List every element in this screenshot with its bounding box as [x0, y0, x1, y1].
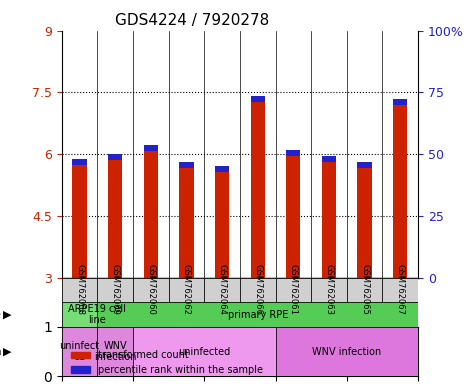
Text: ▶: ▶	[3, 347, 12, 357]
Text: GSM762066: GSM762066	[253, 275, 262, 330]
Bar	[286, 150, 300, 156]
FancyBboxPatch shape	[169, 278, 204, 327]
FancyBboxPatch shape	[133, 278, 169, 327]
FancyBboxPatch shape	[204, 278, 240, 327]
FancyBboxPatch shape	[276, 278, 311, 327]
FancyBboxPatch shape	[97, 302, 418, 327]
FancyBboxPatch shape	[382, 278, 418, 302]
Bar	[322, 156, 336, 278]
Bar	[357, 162, 371, 168]
Text: uninfect
ed: uninfect ed	[59, 341, 100, 362]
Legend: transformed count, percentile rank within the sample: transformed count, percentile rank withi…	[66, 346, 266, 379]
Text: GSM762068: GSM762068	[75, 265, 84, 315]
FancyBboxPatch shape	[240, 278, 276, 327]
Bar	[215, 166, 229, 278]
FancyBboxPatch shape	[62, 278, 97, 302]
Text: GSM762067: GSM762067	[396, 275, 405, 330]
FancyBboxPatch shape	[311, 278, 347, 302]
Bar	[180, 162, 194, 168]
FancyBboxPatch shape	[169, 278, 204, 302]
Text: GSM762062: GSM762062	[182, 275, 191, 329]
FancyBboxPatch shape	[347, 278, 382, 327]
Bar	[251, 96, 265, 278]
Text: ▶: ▶	[3, 310, 12, 319]
Text: GSM762067: GSM762067	[396, 265, 405, 315]
Text: GSM762060: GSM762060	[146, 265, 155, 315]
FancyBboxPatch shape	[311, 278, 347, 327]
Text: GSM762068: GSM762068	[75, 275, 84, 330]
Text: GSM762063: GSM762063	[324, 275, 333, 330]
Text: GSM762065: GSM762065	[360, 275, 369, 330]
Bar	[72, 159, 86, 165]
Bar	[72, 159, 86, 278]
Bar	[251, 96, 265, 102]
FancyBboxPatch shape	[133, 278, 169, 302]
FancyBboxPatch shape	[97, 278, 133, 302]
FancyBboxPatch shape	[133, 327, 276, 376]
FancyBboxPatch shape	[97, 278, 133, 327]
Bar	[143, 145, 158, 278]
Text: GSM762064: GSM762064	[218, 275, 227, 329]
Text: GSM762061: GSM762061	[289, 275, 298, 330]
Text: cell type: cell type	[0, 310, 1, 319]
Text: GSM762069: GSM762069	[111, 265, 120, 315]
Text: GSM762066: GSM762066	[253, 265, 262, 315]
Text: primary RPE: primary RPE	[228, 310, 288, 319]
Text: GSM762061: GSM762061	[289, 265, 298, 315]
Text: GSM762062: GSM762062	[182, 265, 191, 315]
FancyBboxPatch shape	[62, 278, 97, 327]
FancyBboxPatch shape	[240, 278, 276, 302]
FancyBboxPatch shape	[276, 327, 418, 376]
Text: GSM762065: GSM762065	[360, 265, 369, 315]
Text: GSM762064: GSM762064	[218, 265, 227, 315]
Bar	[143, 145, 158, 151]
Text: WNV
infection: WNV infection	[94, 341, 136, 362]
Bar	[393, 99, 407, 105]
Text: ARPE19 cell
line: ARPE19 cell line	[68, 304, 126, 325]
FancyBboxPatch shape	[62, 327, 97, 376]
Bar	[108, 154, 123, 161]
FancyBboxPatch shape	[204, 278, 240, 302]
Bar	[215, 166, 229, 172]
Text: uninfected: uninfected	[178, 347, 230, 357]
Bar	[180, 162, 194, 278]
Text: WNV infection: WNV infection	[312, 347, 381, 357]
Text: GDS4224 / 7920278: GDS4224 / 7920278	[115, 13, 269, 28]
Text: infection: infection	[0, 347, 1, 357]
Text: GSM762069: GSM762069	[111, 275, 120, 330]
FancyBboxPatch shape	[62, 302, 133, 327]
Bar	[286, 150, 300, 278]
FancyBboxPatch shape	[97, 327, 133, 376]
FancyBboxPatch shape	[276, 278, 311, 302]
FancyBboxPatch shape	[347, 278, 382, 302]
Bar	[108, 154, 123, 278]
Bar	[357, 162, 371, 278]
Text: GSM762063: GSM762063	[324, 265, 333, 315]
Bar	[393, 99, 407, 278]
Bar	[322, 156, 336, 162]
Text: GSM762060: GSM762060	[146, 275, 155, 330]
FancyBboxPatch shape	[382, 278, 418, 327]
